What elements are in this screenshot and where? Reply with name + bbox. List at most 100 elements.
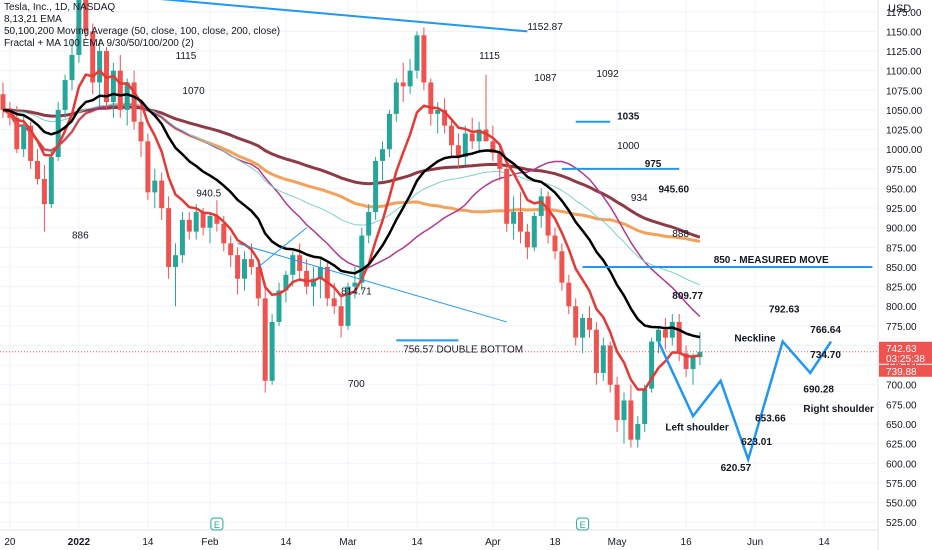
ema-indicator-label[interactable]: 8,13,21 EMA xyxy=(4,14,62,25)
candle-body xyxy=(97,51,103,83)
price-tick-label: 900.00 xyxy=(886,224,917,235)
price-tick-label: 1175.00 xyxy=(886,8,922,19)
candle-body xyxy=(380,149,385,161)
candle-body xyxy=(290,255,296,275)
label-888: 888 xyxy=(672,229,689,240)
label-1092: 1092 xyxy=(596,69,619,80)
candle-body xyxy=(352,282,358,287)
price-tick-label: 1100.00 xyxy=(886,67,922,78)
candle-body xyxy=(580,318,586,338)
candle-body xyxy=(469,133,475,142)
candle-body xyxy=(683,353,689,370)
last-price-badge xyxy=(879,341,932,364)
candle-body xyxy=(214,215,220,224)
second-price-value: 739.88 xyxy=(886,367,917,378)
earnings-marker-letter: E xyxy=(214,520,220,530)
candle-body xyxy=(311,278,316,287)
label-734-70: 734.70 xyxy=(810,350,841,361)
label-1000: 1000 xyxy=(617,141,640,152)
candle-body xyxy=(593,329,599,373)
candle-body xyxy=(283,274,289,291)
label-1115-a: 1115 xyxy=(176,51,197,62)
candle-body xyxy=(76,0,82,55)
candle-body xyxy=(0,94,6,110)
time-tick-label: Jun xyxy=(747,537,763,548)
candle-body xyxy=(476,129,482,142)
label-620-57: 620.57 xyxy=(721,463,752,474)
price-tick-label: 700.00 xyxy=(886,381,917,392)
candle-body xyxy=(345,286,351,326)
candle-body xyxy=(207,215,213,228)
candle-body xyxy=(110,70,116,103)
candle-body xyxy=(690,357,696,370)
candle-body xyxy=(400,82,406,87)
candle-body xyxy=(55,109,61,158)
fractal-indicator-label[interactable]: Fractal + MA 100 EMA 9/30/50/100/200 (2) xyxy=(4,38,194,49)
last-price-value: 742.63 xyxy=(886,344,917,355)
label-814-71: 814.71 xyxy=(341,286,372,297)
candle-body xyxy=(193,212,199,232)
level-1035-label: 1035 xyxy=(617,112,640,123)
candle-body xyxy=(359,235,365,283)
candle-body xyxy=(621,400,627,421)
candle-body xyxy=(269,321,275,381)
symbol-title[interactable]: Tesla, Inc., 1D, NASDAQ xyxy=(4,2,116,13)
trend-drawings[interactable] xyxy=(0,0,878,464)
candle-body xyxy=(35,160,40,180)
label-940-5: 940.5 xyxy=(196,188,221,199)
time-tick-label: 14 xyxy=(142,537,154,548)
price-tick-label: 775.00 xyxy=(886,322,917,333)
candle-body xyxy=(462,133,468,158)
candle-body xyxy=(200,212,206,228)
label-945-60: 945.60 xyxy=(659,184,690,195)
ascending-channel-line xyxy=(257,227,307,268)
price-axis-bg xyxy=(878,0,932,550)
candle-body xyxy=(545,196,551,236)
earnings-marker-icon xyxy=(210,517,224,531)
candle-body xyxy=(221,223,227,244)
price-tick-label: 925.00 xyxy=(886,204,917,215)
price-tick-label: 600.00 xyxy=(886,459,917,470)
label-623-01: 623.01 xyxy=(741,437,772,448)
time-tick-label: 20 xyxy=(4,537,16,548)
candle-body xyxy=(186,219,192,232)
candle-body xyxy=(656,329,661,342)
candle-body xyxy=(152,180,158,193)
price-tick-label: 950.00 xyxy=(886,184,917,195)
ema50-line xyxy=(2,103,701,286)
candle-body xyxy=(21,125,27,150)
candle-body xyxy=(635,424,641,440)
ma-indicator-label[interactable]: 50,100,200 Moving Average (50, close, 10… xyxy=(4,26,281,37)
moving-average-lines xyxy=(2,102,701,318)
candle-body xyxy=(614,384,620,421)
label-1115-b: 1115 xyxy=(479,51,500,62)
time-tick-label: 14 xyxy=(280,537,292,548)
left-shoulder-label: Left shoulder xyxy=(665,422,728,433)
time-tick-label: 14 xyxy=(411,537,423,548)
candle-body xyxy=(587,318,592,330)
candle-body xyxy=(669,321,675,338)
ema21-line xyxy=(2,92,701,339)
price-tick-label: 625.00 xyxy=(886,440,917,451)
candle-body xyxy=(504,168,510,224)
candlesticks xyxy=(0,0,703,448)
label-700: 700 xyxy=(348,379,365,390)
candle-body xyxy=(331,298,337,307)
label-1087: 1087 xyxy=(534,73,557,84)
price-tick-label: 550.00 xyxy=(886,499,917,510)
candle-body xyxy=(566,282,572,307)
candle-body xyxy=(14,117,20,150)
candle-body xyxy=(90,31,96,83)
time-tick-label: 2022 xyxy=(68,537,91,548)
candle-body xyxy=(442,109,448,126)
candle-body xyxy=(138,121,144,142)
candle-body xyxy=(428,82,434,114)
time-axis[interactable]: 20 2022 14 Feb 14 Mar 14 Apr 18 May 16 Jun 14 E E xyxy=(0,517,878,548)
candle-body xyxy=(248,259,254,267)
candle-body xyxy=(304,270,310,287)
candle-body xyxy=(373,160,379,212)
second-price-badge xyxy=(879,364,932,377)
candle-body xyxy=(393,82,399,114)
